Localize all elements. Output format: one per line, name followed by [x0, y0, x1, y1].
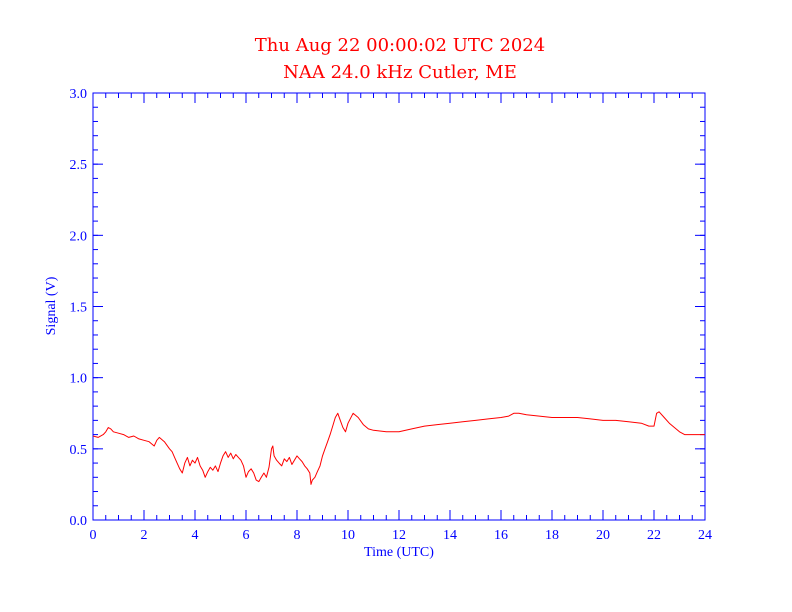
y-tick-label: 1.5	[70, 301, 88, 316]
x-tick-label: 24	[698, 528, 712, 543]
chart-subtitle: NAA 24.0 kHz Cutler, ME	[283, 62, 517, 83]
y-tick-label: 2.5	[70, 158, 88, 173]
x-tick-label: 20	[596, 528, 610, 543]
x-tick-label: 0	[90, 528, 97, 543]
y-tick-label: 2.0	[70, 229, 88, 244]
tick-marks	[92, 92, 706, 521]
x-tick-label: 14	[443, 528, 457, 543]
x-tick-label: 4	[192, 528, 199, 543]
plot-frame	[92, 92, 706, 521]
y-tick-label: 3.0	[70, 87, 88, 102]
axes	[92, 92, 706, 521]
x-tick-label: 22	[647, 528, 661, 543]
x-axis-label: Time (UTC)	[364, 545, 434, 560]
x-tick-label: 8	[294, 528, 301, 543]
series-line	[92, 411, 705, 485]
x-tick-label: 10	[341, 528, 355, 543]
y-tick-label: 0.5	[70, 443, 88, 458]
x-tick-labels: 0 2 4 6 8 10 12 14 16 18 20 22 24	[90, 528, 713, 543]
y-tick-labels: 0.0 0.5 1.0 1.5 2.0 2.5 3.0	[70, 87, 88, 529]
x-tick-label: 6	[243, 528, 250, 543]
x-tick-label: 18	[545, 528, 559, 543]
y-tick-label: 0.0	[70, 514, 88, 529]
y-tick-label: 1.0	[70, 372, 88, 387]
x-tick-label: 16	[494, 528, 508, 543]
x-tick-label: 2	[141, 528, 148, 543]
y-axis-label: Signal (V)	[44, 276, 59, 335]
chart-title: Thu Aug 22 00:00:02 UTC 2024	[255, 35, 545, 56]
x-tick-label: 12	[392, 528, 406, 543]
